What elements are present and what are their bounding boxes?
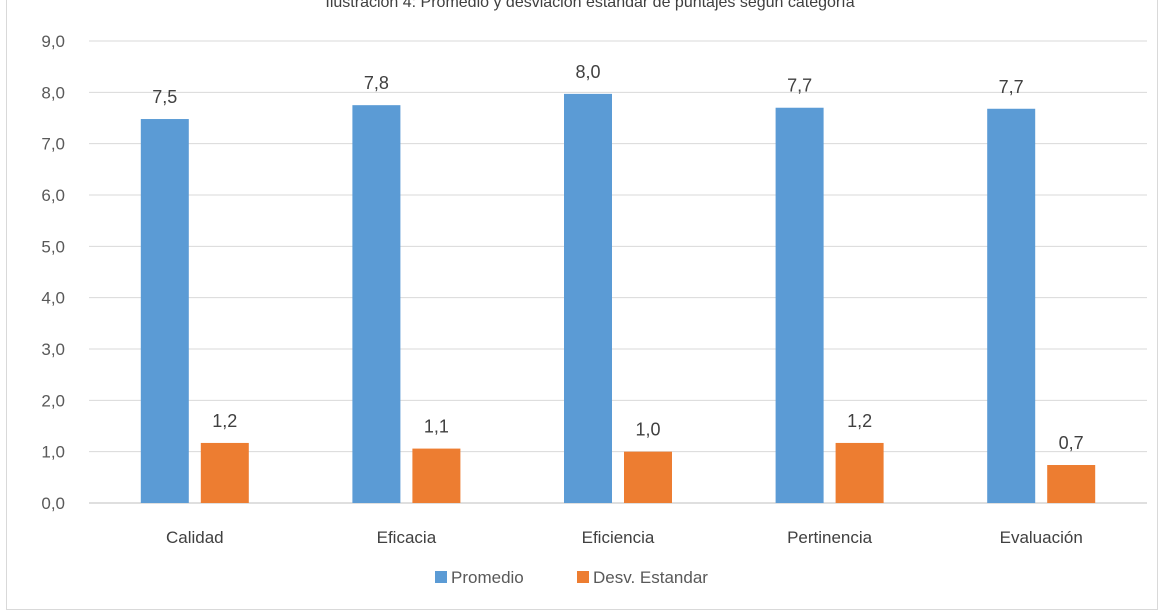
chart-title: Ilustración 4: Promedio y desviación est… <box>325 0 854 11</box>
legend: Promedio Desv. Estandar <box>435 568 708 587</box>
data-label: 7,7 <box>999 77 1024 97</box>
data-label: 7,8 <box>364 73 389 93</box>
chart-area: Ilustración 4: Promedio y desviación est… <box>6 0 1158 610</box>
y-tick-label: 4,0 <box>41 289 65 308</box>
bar-desv-estandar-2 <box>624 451 672 503</box>
data-label: 1,0 <box>635 420 660 440</box>
bar-desv-estandar-1 <box>412 448 461 503</box>
data-label: 1,2 <box>212 411 237 431</box>
y-axis-tick-labels: 0,0 1,0 2,0 3,0 4,0 5,0 6,0 7,0 8,0 9,0 <box>41 32 65 513</box>
gridlines <box>89 40 1147 504</box>
data-label: 0,7 <box>1059 433 1084 453</box>
bar-promedio-0 <box>140 119 189 503</box>
bar-desv-estandar-4 <box>1047 465 1096 503</box>
y-tick-label: 2,0 <box>41 391 65 410</box>
y-tick-label: 0,0 <box>41 494 65 513</box>
y-tick-label: 3,0 <box>41 340 65 359</box>
bar-chart: Ilustración 4: Promedio y desviación est… <box>41 0 1147 587</box>
bar-desv-estandar-0 <box>200 442 249 503</box>
data-labels: 7,5 1,2 7,8 1,1 8,0 1,0 7,7 1,2 7,7 0,7 <box>152 62 1083 453</box>
x-category-label: Pertinencia <box>787 528 873 547</box>
x-category-label: Eficiencia <box>582 528 655 547</box>
bar-promedio-3 <box>775 107 824 503</box>
legend-swatch <box>577 571 589 583</box>
y-tick-label: 9,0 <box>41 32 65 51</box>
data-label: 7,5 <box>152 87 177 107</box>
bars <box>140 93 1096 504</box>
y-tick-label: 1,0 <box>41 443 65 462</box>
bar-desv-estandar-3 <box>835 442 884 503</box>
legend-swatch <box>435 571 447 583</box>
data-label: 1,1 <box>424 417 449 437</box>
bar-promedio-1 <box>352 105 401 504</box>
x-axis-category-labels: Calidad Eficacia Eficiencia Pertinencia Eval… <box>166 528 1083 547</box>
y-tick-label: 8,0 <box>41 83 65 102</box>
y-tick-label: 7,0 <box>41 135 65 154</box>
data-label: 7,7 <box>787 76 812 96</box>
x-category-label: Calidad <box>166 528 224 547</box>
data-label: 8,0 <box>575 62 600 82</box>
legend-label: Promedio <box>451 568 524 587</box>
y-tick-label: 6,0 <box>41 186 65 205</box>
bar-promedio-2 <box>564 93 612 503</box>
x-category-label: Eficacia <box>377 528 437 547</box>
legend-label: Desv. Estandar <box>593 568 708 587</box>
bar-promedio-4 <box>987 108 1036 503</box>
y-tick-label: 5,0 <box>41 237 65 256</box>
x-category-label: Evaluación <box>1000 528 1083 547</box>
data-label: 1,2 <box>847 411 872 431</box>
